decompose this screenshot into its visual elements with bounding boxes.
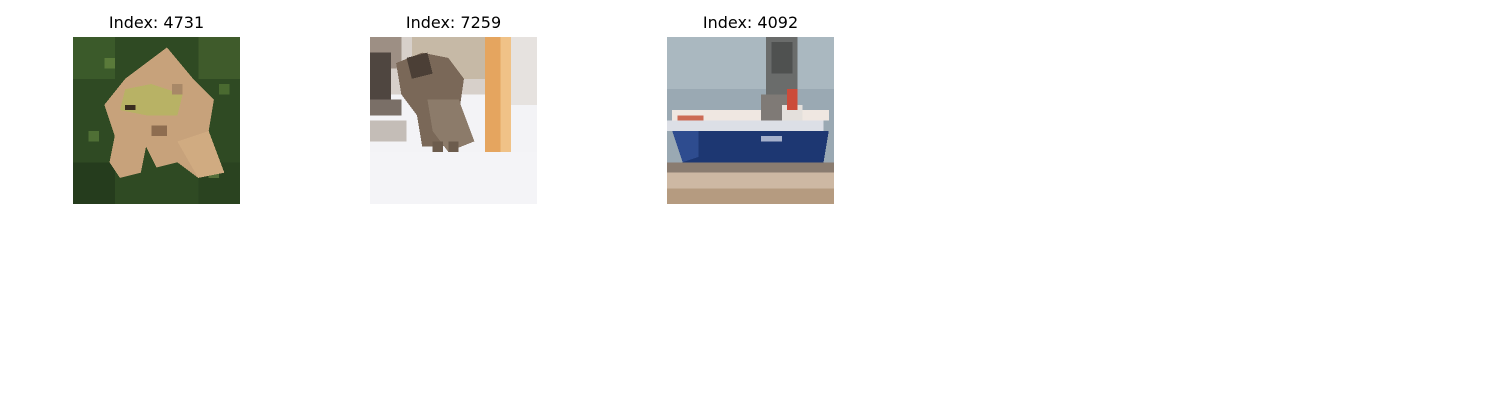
image-panel-2: Index: 7259 — [370, 12, 537, 34]
panel-title: Index: 7259 — [370, 12, 537, 34]
frog-image — [73, 37, 240, 204]
panel-title: Index: 4731 — [73, 12, 240, 34]
image-panel-1: Index: 4731 — [73, 12, 240, 34]
ship-image — [667, 37, 834, 204]
image-panel-3: Index: 4092 — [667, 12, 834, 34]
panel-title: Index: 4092 — [667, 12, 834, 34]
cat-image — [370, 37, 537, 204]
